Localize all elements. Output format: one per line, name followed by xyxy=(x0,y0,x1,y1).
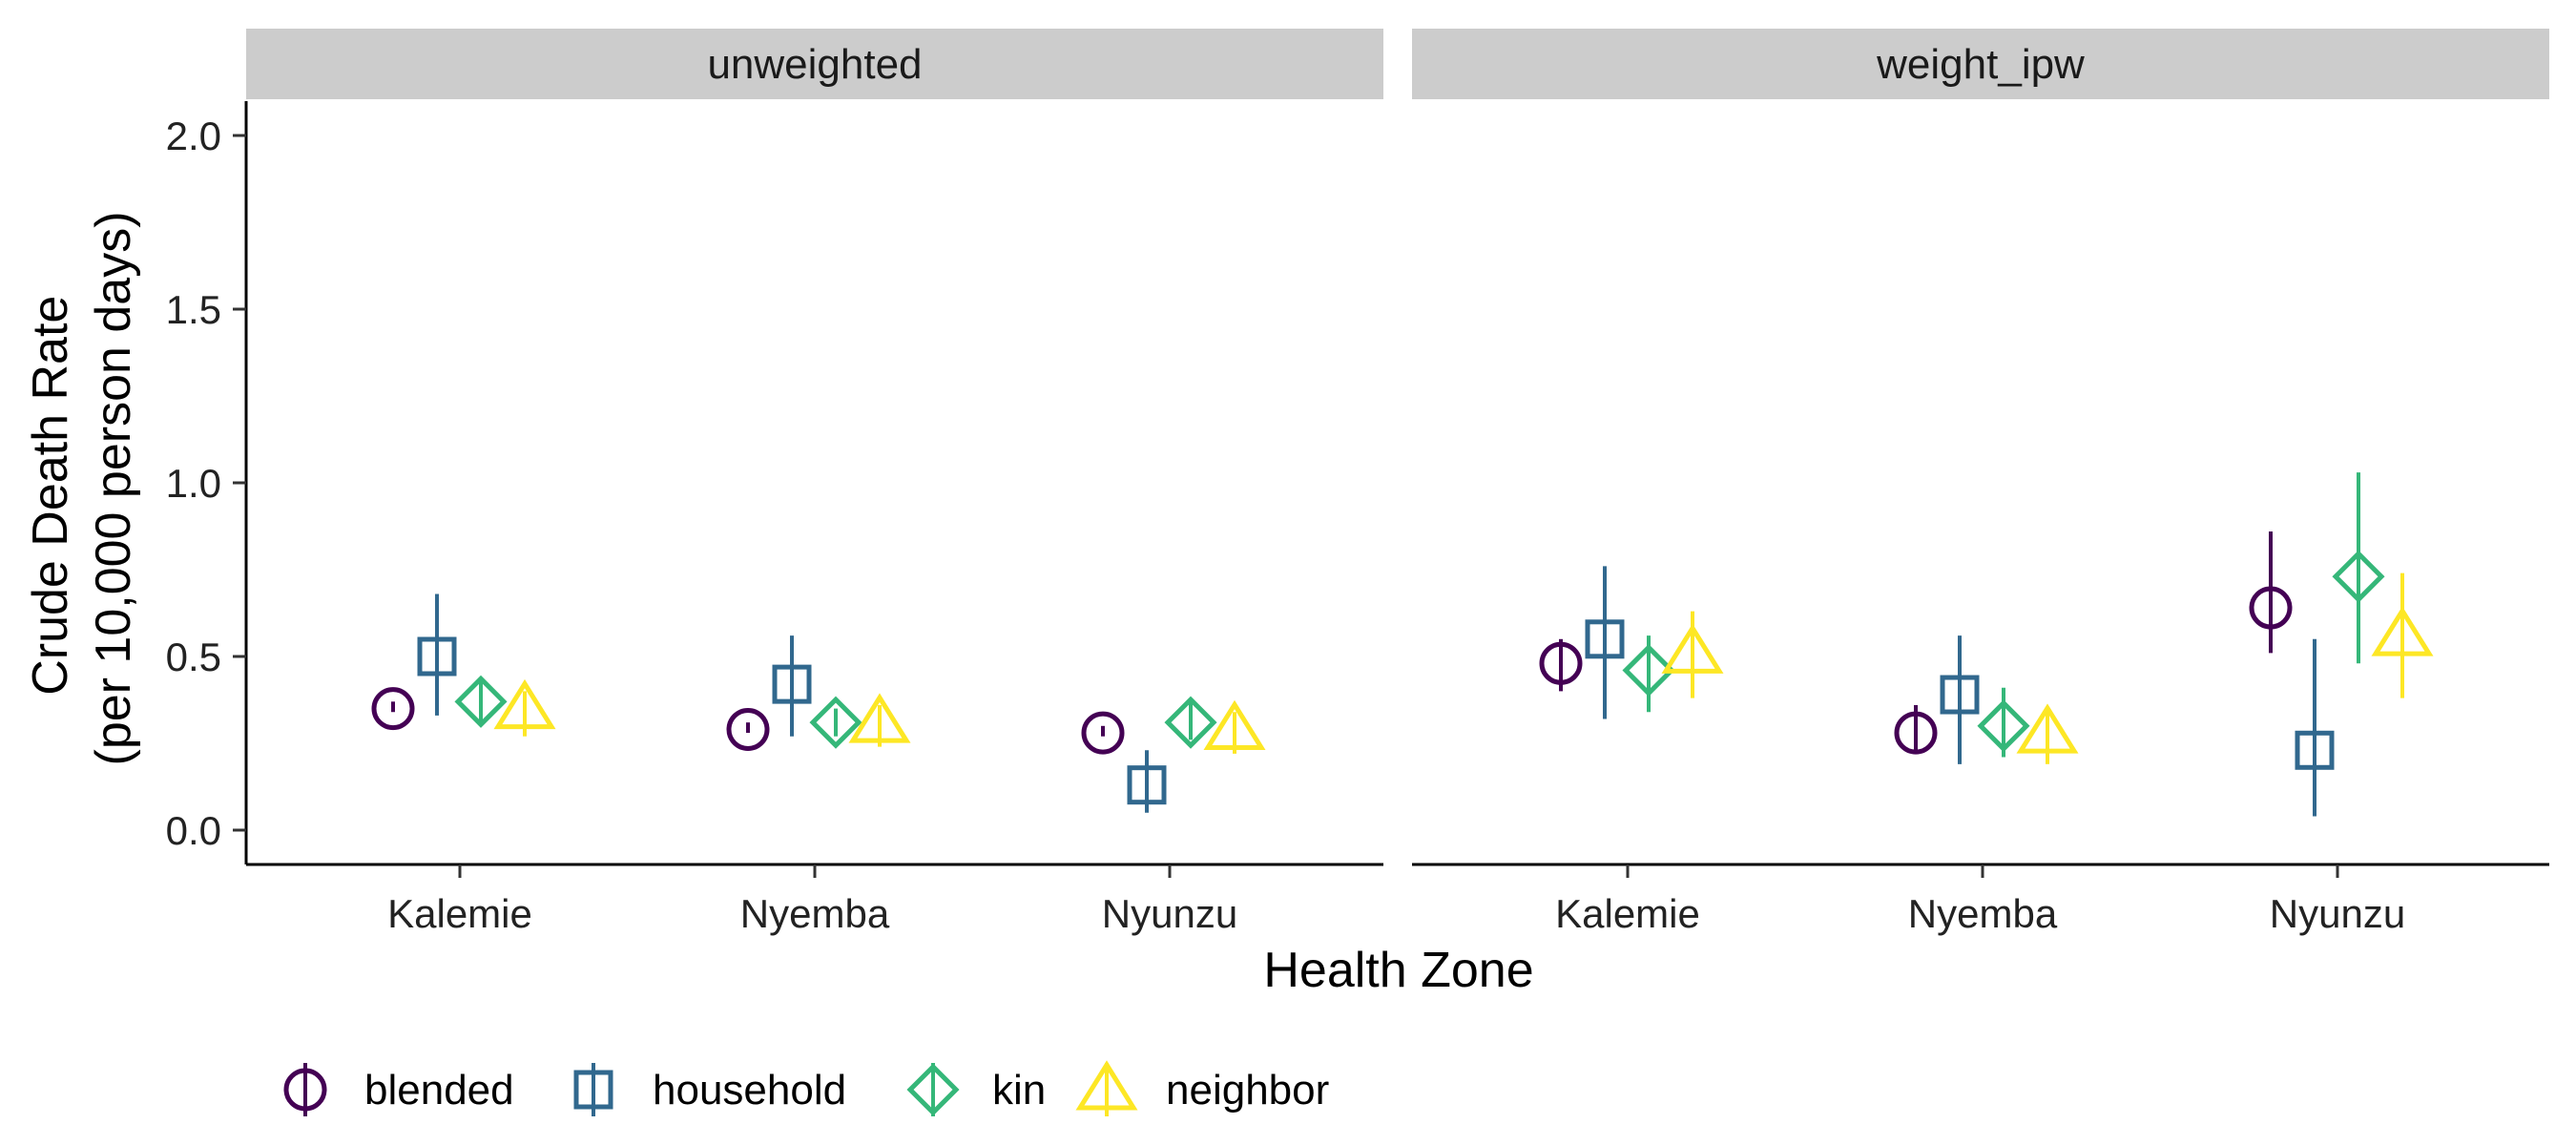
data-point xyxy=(417,636,457,677)
legend-label: kin xyxy=(992,1067,1046,1114)
data-point xyxy=(2371,606,2434,656)
data-point xyxy=(772,664,812,704)
data-point xyxy=(2249,586,2293,630)
y-axis-title: Crude Death Rate (per 10,000 person days… xyxy=(23,211,141,765)
legend-item-neighbor: neighbor xyxy=(1075,1060,1329,1116)
legend-item-blended: blended xyxy=(283,1063,514,1116)
x-tick-label: Nyemba xyxy=(740,891,890,936)
x-axis-title: Health Zone xyxy=(1263,943,1533,998)
series-kin xyxy=(454,472,2385,758)
series-household xyxy=(417,566,2335,817)
x-tick-label: Nyemba xyxy=(1908,891,2058,936)
legend-key-square xyxy=(573,1070,613,1110)
data-point xyxy=(1081,711,1125,755)
legend-item-household: household xyxy=(573,1063,846,1116)
data-point xyxy=(2332,550,2385,603)
y-tick-label: 2.0 xyxy=(166,114,221,158)
legend: blended household kin neighbor xyxy=(283,1060,1329,1116)
legend-key-circle xyxy=(283,1068,327,1112)
y-tick-label: 1.0 xyxy=(166,461,221,506)
data-point xyxy=(454,675,508,728)
facet-strip-label: weight_ipw xyxy=(1876,41,2085,88)
y-tick-label: 0.0 xyxy=(166,808,221,853)
legend-label: neighbor xyxy=(1166,1067,1329,1114)
x-tick-label: Nyunzu xyxy=(1102,891,1237,936)
data-point xyxy=(1539,641,1583,685)
data-point xyxy=(726,707,770,751)
legend-label: blended xyxy=(364,1067,514,1114)
facet-strip-label: unweighted xyxy=(707,41,922,88)
facet-strip xyxy=(1412,29,2549,99)
series-blended xyxy=(371,531,2293,755)
y-axis-title-line-1: Crude Death Rate xyxy=(23,296,78,696)
data-point xyxy=(1622,644,1675,697)
data-point xyxy=(2295,730,2335,770)
y-tick-label: 0.5 xyxy=(166,635,221,679)
data-point xyxy=(493,678,556,730)
facet-panel-unweighted: unweighted Kalemie Nyemba Nyunzu xyxy=(246,29,1383,936)
facets: unweighted Kalemie Nyemba Nyunzu weight_ipw K… xyxy=(246,29,2549,936)
data-point xyxy=(1894,711,1938,755)
data-point xyxy=(1203,699,1266,750)
legend-key-diamond xyxy=(906,1063,960,1116)
facet-strip xyxy=(246,29,1383,99)
legend-key-triangle xyxy=(1075,1060,1138,1111)
data-point xyxy=(848,693,911,743)
y-axis: 0.0 0.5 1.0 1.5 2.0 xyxy=(166,101,248,864)
data-marks xyxy=(371,472,2434,817)
x-tick-label: Kalemie xyxy=(387,891,532,936)
x-tick-label: Kalemie xyxy=(1555,891,1700,936)
data-point xyxy=(2016,703,2079,754)
data-point xyxy=(1661,623,1724,674)
data-point xyxy=(1585,619,1625,659)
facet-panel-weight_ipw: weight_ipw Kalemie Nyemba Nyunzu xyxy=(1412,29,2549,936)
data-point xyxy=(1940,675,1980,715)
data-point xyxy=(809,696,862,749)
y-tick-label: 1.5 xyxy=(166,287,221,332)
data-point xyxy=(1164,696,1217,749)
data-point xyxy=(1977,699,2030,753)
data-point xyxy=(371,687,415,731)
x-tick-label: Nyunzu xyxy=(2270,891,2405,936)
legend-label: household xyxy=(653,1067,846,1114)
legend-item-kin: kin xyxy=(906,1063,1046,1116)
data-point xyxy=(1127,765,1167,805)
series-neighbor xyxy=(493,572,2434,764)
y-axis-title-line-2: (per 10,000 person days) xyxy=(86,211,141,765)
